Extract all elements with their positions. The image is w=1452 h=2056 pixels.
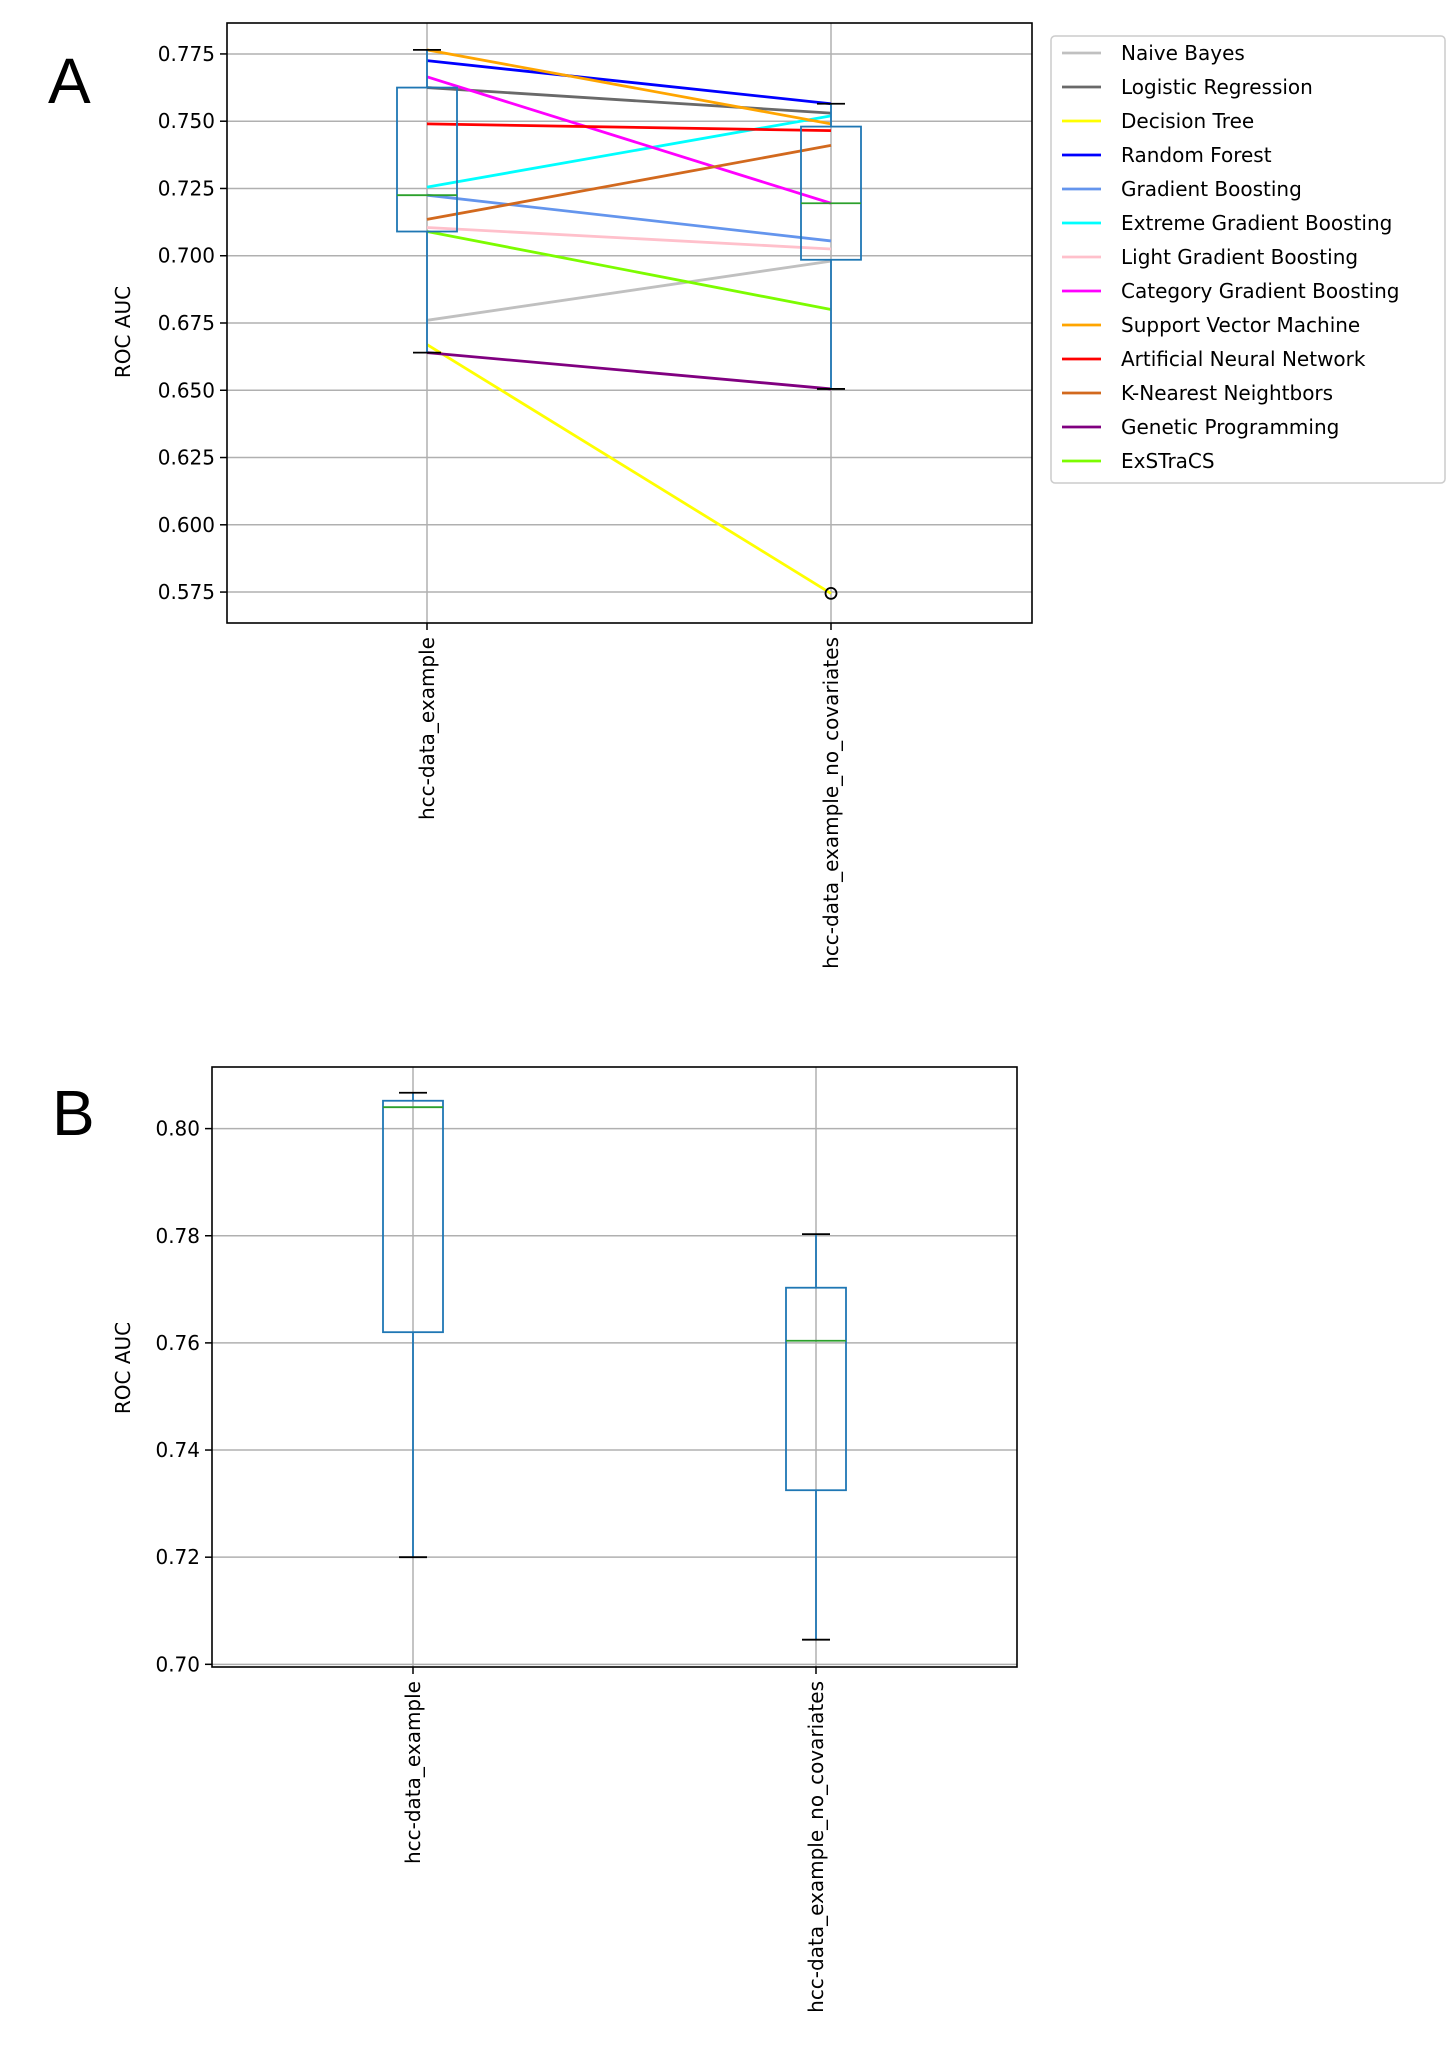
- panel-b-y-tick-label: 0.70: [155, 1652, 200, 1676]
- panel-b-x-tick-label: hcc-data_example: [401, 1681, 425, 1864]
- series-line: [426, 226, 832, 251]
- legend-label: Decision Tree: [1121, 109, 1254, 133]
- series-line: [426, 122, 832, 133]
- panel-a-legend-box: [1050, 35, 1446, 484]
- panel-b: B ROC AUC 0.70 0.72 0.74 0.76 0.78 0.80 hcc-d…: [52, 1066, 1018, 2013]
- series-line: [426, 144, 832, 221]
- panel-a-y-axis-title: ROC AUC: [111, 286, 135, 378]
- panel-b-y-tick-label: 0.74: [155, 1438, 200, 1462]
- panel-a-y-tick-label: 0.725: [158, 176, 215, 200]
- panel-a-boxplots: [396, 49, 862, 600]
- panel-b-y-tick-label: 0.76: [155, 1331, 200, 1355]
- panel-b-y-tick-label: 0.78: [155, 1224, 200, 1248]
- boxplot-box: [382, 1099, 444, 1334]
- legend-label: Logistic Regression: [1121, 75, 1313, 99]
- panel-b-plot-frame: [211, 1066, 1018, 1668]
- series-line: [426, 343, 832, 595]
- panel-b-y-tick-label: 0.72: [155, 1545, 200, 1569]
- panel-a-letter: A: [48, 45, 91, 117]
- panel-a-legend-items: Naive Bayes Logistic Regression Decision T…: [1062, 41, 1400, 473]
- series-line: [426, 48, 832, 126]
- panel-b-y-axis-title: ROC AUC: [111, 1322, 135, 1414]
- boxplot-box: [785, 1286, 847, 1492]
- boxplot-box: [396, 86, 458, 233]
- panel-a-y-ticks: 0.575 0.600 0.625 0.650 0.675 0.700 0.725 0.750…: [158, 42, 227, 604]
- boxplot: [396, 49, 458, 354]
- legend-label: Light Gradient Boosting: [1121, 245, 1358, 269]
- legend-label: Genetic Programming: [1121, 415, 1339, 439]
- legend-label: Naive Bayes: [1121, 41, 1245, 65]
- series-line: [426, 193, 832, 243]
- panel-a-plot-frame: [226, 22, 1033, 624]
- panel-a-y-tick-label: 0.775: [158, 42, 215, 66]
- legend-label: ExSTraCS: [1121, 449, 1215, 473]
- panel-a-y-tick-label: 0.700: [158, 244, 215, 268]
- series-line: [426, 259, 832, 322]
- legend-label: Extreme Gradient Boosting: [1121, 211, 1392, 235]
- panel-a-x-ticks: hcc-data_example hcc-data_example_no_cova…: [415, 623, 843, 969]
- series-line: [426, 75, 832, 205]
- series-line: [426, 86, 832, 115]
- legend-label: Artificial Neural Network: [1121, 347, 1366, 371]
- panel-b-y-ticks: 0.70 0.72 0.74 0.76 0.78 0.80: [155, 1117, 212, 1676]
- legend-label: Support Vector Machine: [1121, 313, 1360, 337]
- legend-label: K-Nearest Neightbors: [1121, 381, 1333, 405]
- series-line: [426, 351, 832, 391]
- legend-label: Random Forest: [1121, 143, 1272, 167]
- series-line: [426, 230, 832, 311]
- panel-a: A ROC AUC 0.575 0.600 0.625 0.650 0.675 0.700…: [48, 22, 1446, 969]
- boxplot: [800, 102, 862, 600]
- panel-b-letter: B: [52, 1077, 95, 1149]
- panel-a-x-tick-label: hcc-data_example_no_covariates: [819, 637, 843, 969]
- panel-a-y-tick-label: 0.575: [158, 580, 215, 604]
- panel-a-x-tick-label: hcc-data_example: [415, 637, 439, 820]
- boxplot: [785, 1233, 847, 1641]
- panel-a-y-tick-label: 0.650: [158, 378, 215, 402]
- panel-b-y-tick-label: 0.80: [155, 1117, 200, 1141]
- panel-a-y-tick-label: 0.600: [158, 513, 215, 537]
- boxplot-box: [800, 125, 862, 261]
- panel-a-series-lines: [426, 48, 832, 595]
- panel-a-grid: [227, 23, 1032, 623]
- panel-a-y-tick-label: 0.625: [158, 446, 215, 470]
- boxplot-outlier: [824, 587, 838, 600]
- series-line: [426, 114, 832, 189]
- panel-b-x-tick-label: hcc-data_example_no_covariates: [804, 1681, 828, 2013]
- panel-a-y-tick-label: 0.675: [158, 311, 215, 335]
- panel-a-legend: Naive Bayes Logistic Regression Decision T…: [1050, 35, 1446, 484]
- legend-label: Gradient Boosting: [1121, 177, 1302, 201]
- legend-label: Category Gradient Boosting: [1121, 279, 1400, 303]
- panel-a-y-tick-label: 0.750: [158, 109, 215, 133]
- boxplot: [382, 1091, 444, 1559]
- panel-b-x-ticks: hcc-data_example hcc-data_example_no_cova…: [401, 1667, 828, 2013]
- panel-b-boxplots: [382, 1091, 847, 1641]
- series-line: [426, 59, 832, 106]
